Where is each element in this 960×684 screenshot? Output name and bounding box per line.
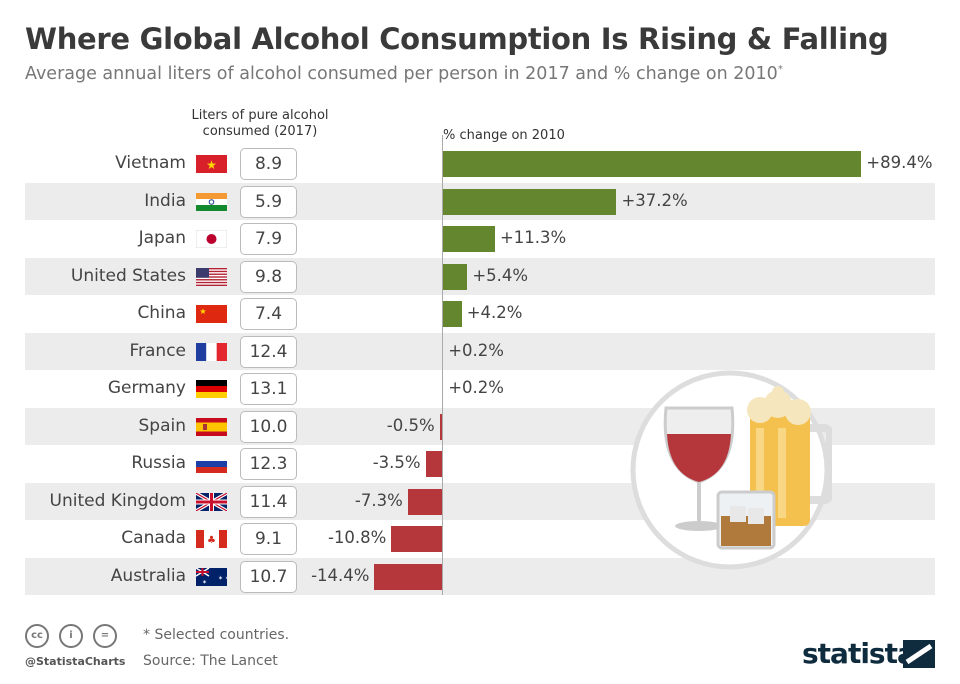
country-label: China — [137, 303, 186, 323]
country-label: Germany — [107, 378, 186, 398]
change-bar — [374, 563, 442, 590]
chart-row: Vietnam ★ 8.9 +89.4% — [25, 145, 935, 183]
chart-row: Australia ✶ ✶ ✶ 10.7 -14.4% — [25, 557, 935, 595]
chart-row: France 12.4 +0.2% — [25, 332, 935, 370]
liters-value: 7.9 — [240, 223, 297, 255]
drinks-illustration-icon — [630, 370, 832, 570]
change-label: +0.2% — [448, 378, 504, 397]
change-bar — [425, 451, 442, 477]
flag-icon — [196, 455, 227, 473]
attribution-icon: i — [59, 624, 83, 648]
country-label: Canada — [121, 528, 186, 548]
statista-logo: statista — [802, 637, 916, 670]
change-label: -10.8% — [327, 528, 387, 547]
change-bar — [442, 226, 495, 252]
chart-row: Japan 7.9 +11.3% — [25, 220, 935, 258]
flag-icon: ★ — [196, 155, 227, 173]
change-label: +89.4% — [866, 153, 933, 172]
flag-icon — [196, 267, 227, 286]
flag-icon — [196, 417, 227, 436]
liters-value: 10.0 — [240, 410, 297, 443]
country-label: Japan — [138, 228, 186, 248]
chart-subtitle: Average annual liters of alcohol consume… — [25, 64, 783, 84]
twitter-handle[interactable]: @StatistaCharts — [25, 655, 126, 668]
chart-row: Germany 13.1 +0.2% — [25, 370, 935, 408]
change-label: +37.2% — [621, 190, 688, 210]
chart-row: Russia 12.3 -3.5% — [25, 445, 935, 483]
country-label: Russia — [131, 453, 186, 473]
zero-axis-line — [442, 135, 443, 595]
chart-row: Canada ♣ 9.1 -10.8% — [25, 520, 935, 558]
change-bar — [407, 488, 442, 515]
change-label: -3.5% — [372, 453, 421, 472]
svg-text:✶ ✶: ✶ ✶ — [218, 575, 227, 582]
chart-row: United States 9.8 +5.4% — [25, 257, 935, 295]
chart-title: Where Global Alcohol Consumption Is Risi… — [25, 22, 889, 56]
country-label: Vietnam — [115, 153, 186, 173]
liters-value: 12.4 — [240, 335, 297, 368]
chart-row: India 5.9 +37.2% — [25, 182, 935, 220]
flag-icon — [196, 192, 227, 211]
flag-icon: ✶ ✶ ✶ — [196, 567, 227, 586]
country-label: India — [144, 190, 186, 211]
change-label: +5.4% — [472, 265, 529, 285]
footnote: * Selected countries. — [143, 627, 290, 643]
country-label: United States — [70, 265, 186, 286]
liters-value: 10.7 — [240, 560, 297, 593]
svg-text:★: ★ — [206, 158, 217, 172]
flag-icon: ♣ — [196, 530, 227, 548]
subtitle-footnote-mark: * — [777, 64, 783, 76]
flag-icon — [196, 492, 227, 511]
flag-icon — [196, 342, 227, 361]
chart-row: China ★ 7.4 +4.2% — [25, 295, 935, 333]
change-label: -7.3% — [354, 490, 403, 510]
change-bar — [442, 263, 468, 290]
svg-text:✶: ✶ — [202, 579, 207, 586]
change-label: -14.4% — [311, 565, 370, 585]
change-label: +4.2% — [466, 303, 523, 322]
change-bar — [391, 526, 442, 552]
change-bar — [442, 301, 462, 327]
liters-column-header: Liters of pure alcohol consumed (2017) — [191, 108, 329, 139]
change-label: -0.5% — [386, 415, 435, 435]
country-label: Australia — [110, 565, 186, 586]
country-label: France — [129, 340, 186, 361]
country-label: Spain — [138, 415, 187, 436]
creative-commons-icon: cc — [25, 624, 49, 648]
liters-value: 5.9 — [240, 185, 297, 218]
country-label: United Kingdom — [49, 490, 186, 511]
flag-icon: ★ — [196, 305, 227, 323]
flag-icon — [196, 380, 227, 398]
liters-value: 11.4 — [240, 485, 297, 518]
svg-text:★: ★ — [199, 307, 206, 316]
statista-logo-mark-icon — [903, 640, 935, 668]
liters-value: 8.9 — [240, 148, 297, 180]
change-label: +11.3% — [499, 228, 567, 247]
liters-value: 9.8 — [240, 260, 297, 293]
liters-value: 9.1 — [240, 523, 297, 555]
change-bar — [442, 188, 617, 215]
liters-value: 7.4 — [240, 298, 297, 330]
flag-icon — [196, 230, 227, 248]
liters-value: 12.3 — [240, 448, 297, 480]
no-derivatives-icon: = — [93, 624, 117, 648]
svg-text:♣: ♣ — [207, 535, 216, 546]
change-label: +0.2% — [448, 340, 504, 360]
source: Source: The Lancet — [143, 653, 278, 669]
subtitle-text: Average annual liters of alcohol consume… — [25, 64, 778, 84]
change-bar — [439, 413, 442, 440]
change-bar — [442, 151, 862, 177]
change-column-header: % change on 2010 — [443, 128, 565, 143]
liters-value: 13.1 — [240, 373, 297, 405]
